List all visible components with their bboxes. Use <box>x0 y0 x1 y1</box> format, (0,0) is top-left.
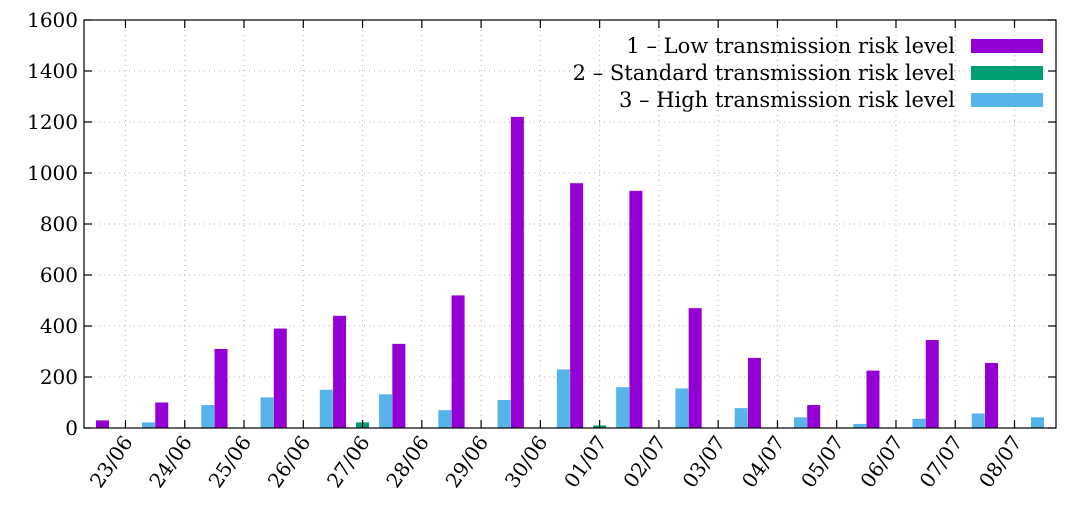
y-tick-label: 800 <box>40 212 78 236</box>
x-tick-label: 01/07 <box>559 431 612 492</box>
x-tick-label: 25/06 <box>203 431 256 492</box>
y-tick-label: 1600 <box>27 8 78 32</box>
y-tick-label: 200 <box>40 365 78 389</box>
bar-series-3 <box>793 417 807 428</box>
bar-series-1 <box>95 420 109 428</box>
y-tick-label: 0 <box>65 416 78 440</box>
x-tick-label: 30/06 <box>500 431 553 492</box>
bar-series-3 <box>675 388 689 428</box>
x-tick-label: 04/07 <box>737 431 790 492</box>
bar-series-1 <box>985 362 999 428</box>
x-tick-label: 24/06 <box>144 431 197 492</box>
legend-swatch <box>971 93 1043 107</box>
bar-series-1 <box>510 116 524 429</box>
bar-series-3 <box>912 418 926 428</box>
bar-series-3 <box>201 405 215 428</box>
legend-swatch <box>971 39 1043 53</box>
grid <box>84 20 1056 428</box>
legend-label: 3 – High transmission risk level <box>619 88 955 112</box>
x-tick-label: 08/07 <box>974 431 1027 492</box>
y-tick-label: 400 <box>40 314 78 338</box>
bar-series-3 <box>853 423 867 428</box>
bar-series-1 <box>629 190 643 428</box>
bars <box>95 116 1045 429</box>
bar-series-3 <box>438 410 452 428</box>
bar-series-1 <box>925 340 939 428</box>
y-tick-label: 1400 <box>27 59 78 83</box>
bar-series-1 <box>214 348 228 428</box>
x-tick-label: 29/06 <box>440 431 493 492</box>
y-tick-label: 1000 <box>27 161 78 185</box>
bar-series-3 <box>616 387 630 428</box>
bar-series-3 <box>379 394 393 428</box>
bar-series-1 <box>688 308 702 428</box>
x-tick-label: 27/06 <box>322 431 375 492</box>
bar-series-1 <box>807 405 821 428</box>
bar-series-3 <box>971 413 985 428</box>
bar-series-1 <box>747 357 761 428</box>
bar-series-3 <box>734 408 748 428</box>
x-tick-label: 05/07 <box>796 431 849 492</box>
x-tick-label: 26/06 <box>263 431 316 492</box>
legend: 1 – Low transmission risk level 2 – Stand… <box>573 34 1043 112</box>
x-tick-label: 07/07 <box>915 431 968 492</box>
bar-series-1 <box>451 295 465 428</box>
bar-series-1 <box>155 402 169 428</box>
bar-series-1 <box>273 328 287 428</box>
legend-swatch <box>971 66 1043 80</box>
x-tick-label: 02/07 <box>618 431 671 492</box>
bar-series-3 <box>260 397 274 428</box>
x-tick-label: 03/07 <box>678 431 731 492</box>
bar-series-3 <box>556 369 570 428</box>
bar-series-1 <box>866 370 880 428</box>
legend-label: 1 – Low transmission risk level <box>626 34 955 58</box>
bar-series-3 <box>497 399 511 428</box>
x-tick-label: 23/06 <box>85 431 138 492</box>
x-tick-label: 06/07 <box>855 431 908 492</box>
bar-series-1 <box>392 343 406 428</box>
bar-series-3 <box>319 389 333 428</box>
bar-series-1 <box>570 183 584 428</box>
bar-series-1 <box>333 315 347 428</box>
x-tick-label: 28/06 <box>381 431 434 492</box>
bar-series-3 <box>141 422 155 428</box>
y-tick-label: 1200 <box>27 110 78 134</box>
y-tick-label: 600 <box>40 263 78 287</box>
legend-label: 2 – Standard transmission risk level <box>573 61 956 85</box>
y-axis-ticks: 0 200 400 600 800 1000 1200 1400 1600 <box>27 8 1056 440</box>
bar-series-3 <box>1031 417 1045 428</box>
